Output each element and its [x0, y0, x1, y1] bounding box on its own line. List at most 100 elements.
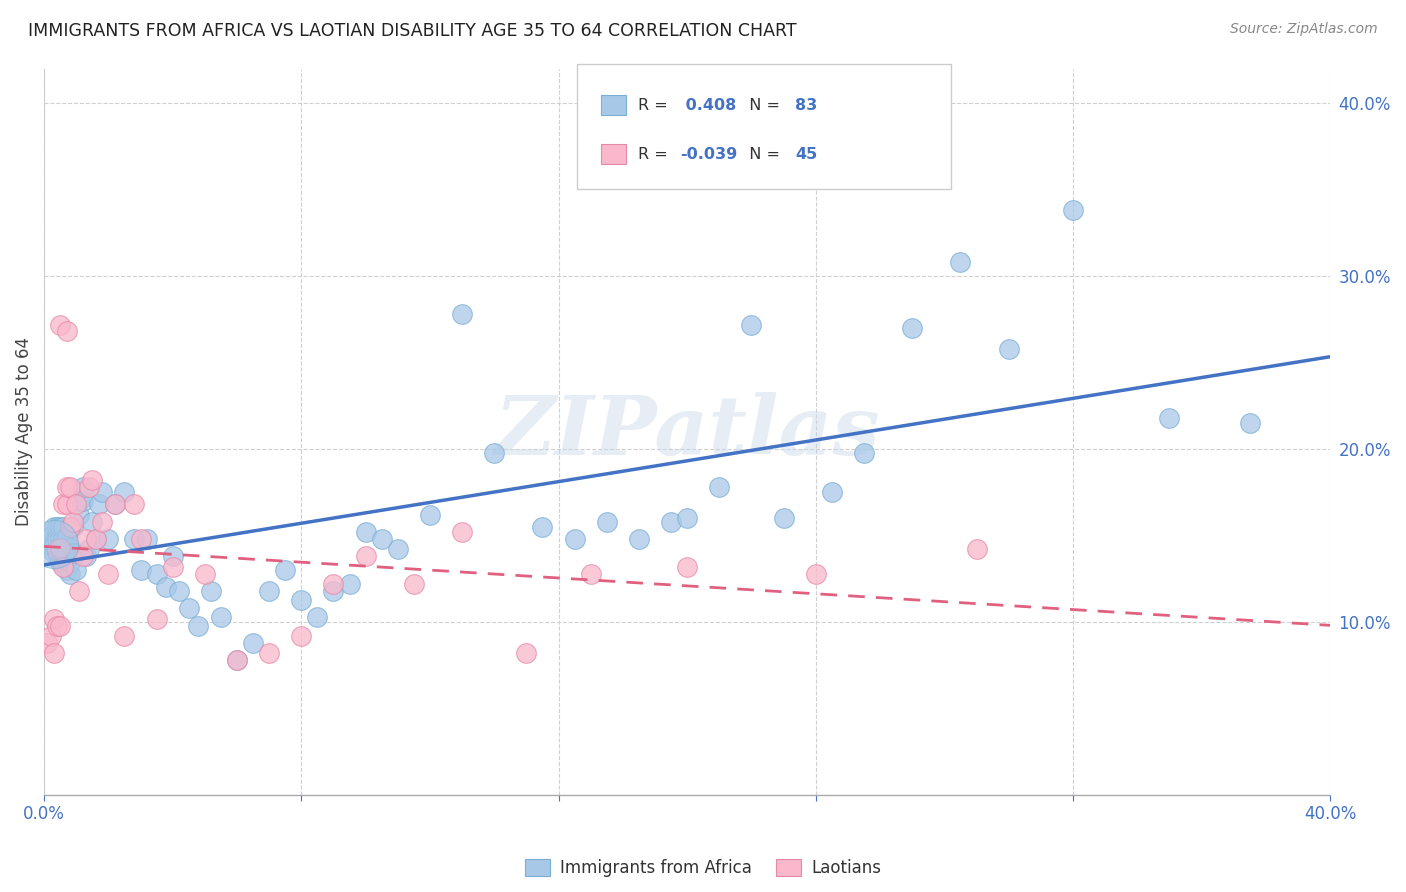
FancyBboxPatch shape	[602, 95, 627, 115]
Point	[39, 537, 62, 551]
Point	[59, 566, 82, 581]
Point	[42, 537, 65, 551]
Point	[966, 542, 988, 557]
Point	[84, 532, 107, 546]
Point	[114, 485, 136, 500]
Text: 83: 83	[796, 98, 817, 112]
Point	[122, 498, 145, 512]
Point	[1159, 411, 1181, 425]
Text: N =: N =	[740, 98, 785, 112]
Point	[354, 549, 377, 564]
Point	[515, 646, 537, 660]
Point	[852, 445, 875, 459]
Point	[676, 511, 699, 525]
Point	[114, 629, 136, 643]
Point	[162, 559, 184, 574]
Point	[62, 520, 84, 534]
Point	[804, 566, 827, 581]
Point	[65, 498, 87, 512]
Point	[46, 542, 69, 557]
Point	[339, 577, 361, 591]
Point	[49, 541, 72, 555]
Legend: Immigrants from Africa, Laotians: Immigrants from Africa, Laotians	[517, 852, 889, 884]
Point	[354, 525, 377, 540]
Point	[49, 318, 72, 332]
Point	[55, 498, 77, 512]
Point	[69, 508, 91, 522]
Point	[451, 525, 474, 540]
Point	[72, 480, 94, 494]
Point	[531, 520, 554, 534]
FancyBboxPatch shape	[602, 145, 627, 164]
Point	[62, 546, 84, 560]
Point	[290, 629, 312, 643]
Point	[709, 480, 731, 494]
Point	[55, 563, 77, 577]
Point	[59, 555, 82, 569]
Point	[65, 563, 87, 577]
Point	[49, 541, 72, 555]
Point	[52, 532, 75, 546]
Point	[402, 577, 425, 591]
Point	[72, 494, 94, 508]
Point	[187, 618, 209, 632]
Point	[46, 546, 69, 560]
Point	[46, 520, 69, 534]
Text: 0.408: 0.408	[681, 98, 737, 112]
Point	[69, 494, 91, 508]
Point	[104, 498, 127, 512]
Point	[194, 566, 217, 581]
Point	[129, 532, 152, 546]
Point	[145, 612, 167, 626]
Point	[579, 566, 602, 581]
Point	[177, 601, 200, 615]
Point	[55, 528, 77, 542]
Point	[274, 563, 297, 577]
Point	[77, 480, 100, 494]
Point	[322, 577, 344, 591]
Text: ZIPatlas: ZIPatlas	[495, 392, 880, 472]
Point	[200, 583, 222, 598]
Point	[136, 532, 159, 546]
Point	[821, 485, 844, 500]
Text: N =: N =	[740, 146, 785, 161]
Point	[91, 515, 114, 529]
Point	[162, 549, 184, 564]
Point	[387, 542, 409, 557]
Point	[52, 546, 75, 560]
Point	[84, 532, 107, 546]
Point	[42, 520, 65, 534]
Text: -0.039: -0.039	[681, 146, 737, 161]
Point	[42, 646, 65, 660]
Point	[484, 445, 506, 459]
Point	[82, 515, 104, 529]
Point	[901, 321, 924, 335]
Point	[72, 549, 94, 564]
Point	[82, 473, 104, 487]
Point	[49, 520, 72, 534]
Point	[59, 520, 82, 534]
Point	[75, 549, 97, 564]
Point	[122, 532, 145, 546]
Point	[55, 480, 77, 494]
Point	[104, 498, 127, 512]
Point	[129, 563, 152, 577]
Point	[949, 255, 972, 269]
Point	[46, 532, 69, 546]
Point	[659, 515, 682, 529]
Text: 45: 45	[796, 146, 817, 161]
Point	[226, 653, 249, 667]
Point	[52, 558, 75, 572]
Text: IMMIGRANTS FROM AFRICA VS LAOTIAN DISABILITY AGE 35 TO 64 CORRELATION CHART: IMMIGRANTS FROM AFRICA VS LAOTIAN DISABI…	[28, 22, 797, 40]
Point	[55, 546, 77, 560]
Point	[75, 532, 97, 546]
Point	[37, 537, 59, 551]
Point	[91, 485, 114, 500]
Point	[145, 566, 167, 581]
Point	[42, 612, 65, 626]
Point	[740, 318, 762, 332]
Point	[257, 583, 280, 598]
Point	[39, 528, 62, 542]
Point	[564, 532, 586, 546]
Point	[419, 508, 441, 522]
